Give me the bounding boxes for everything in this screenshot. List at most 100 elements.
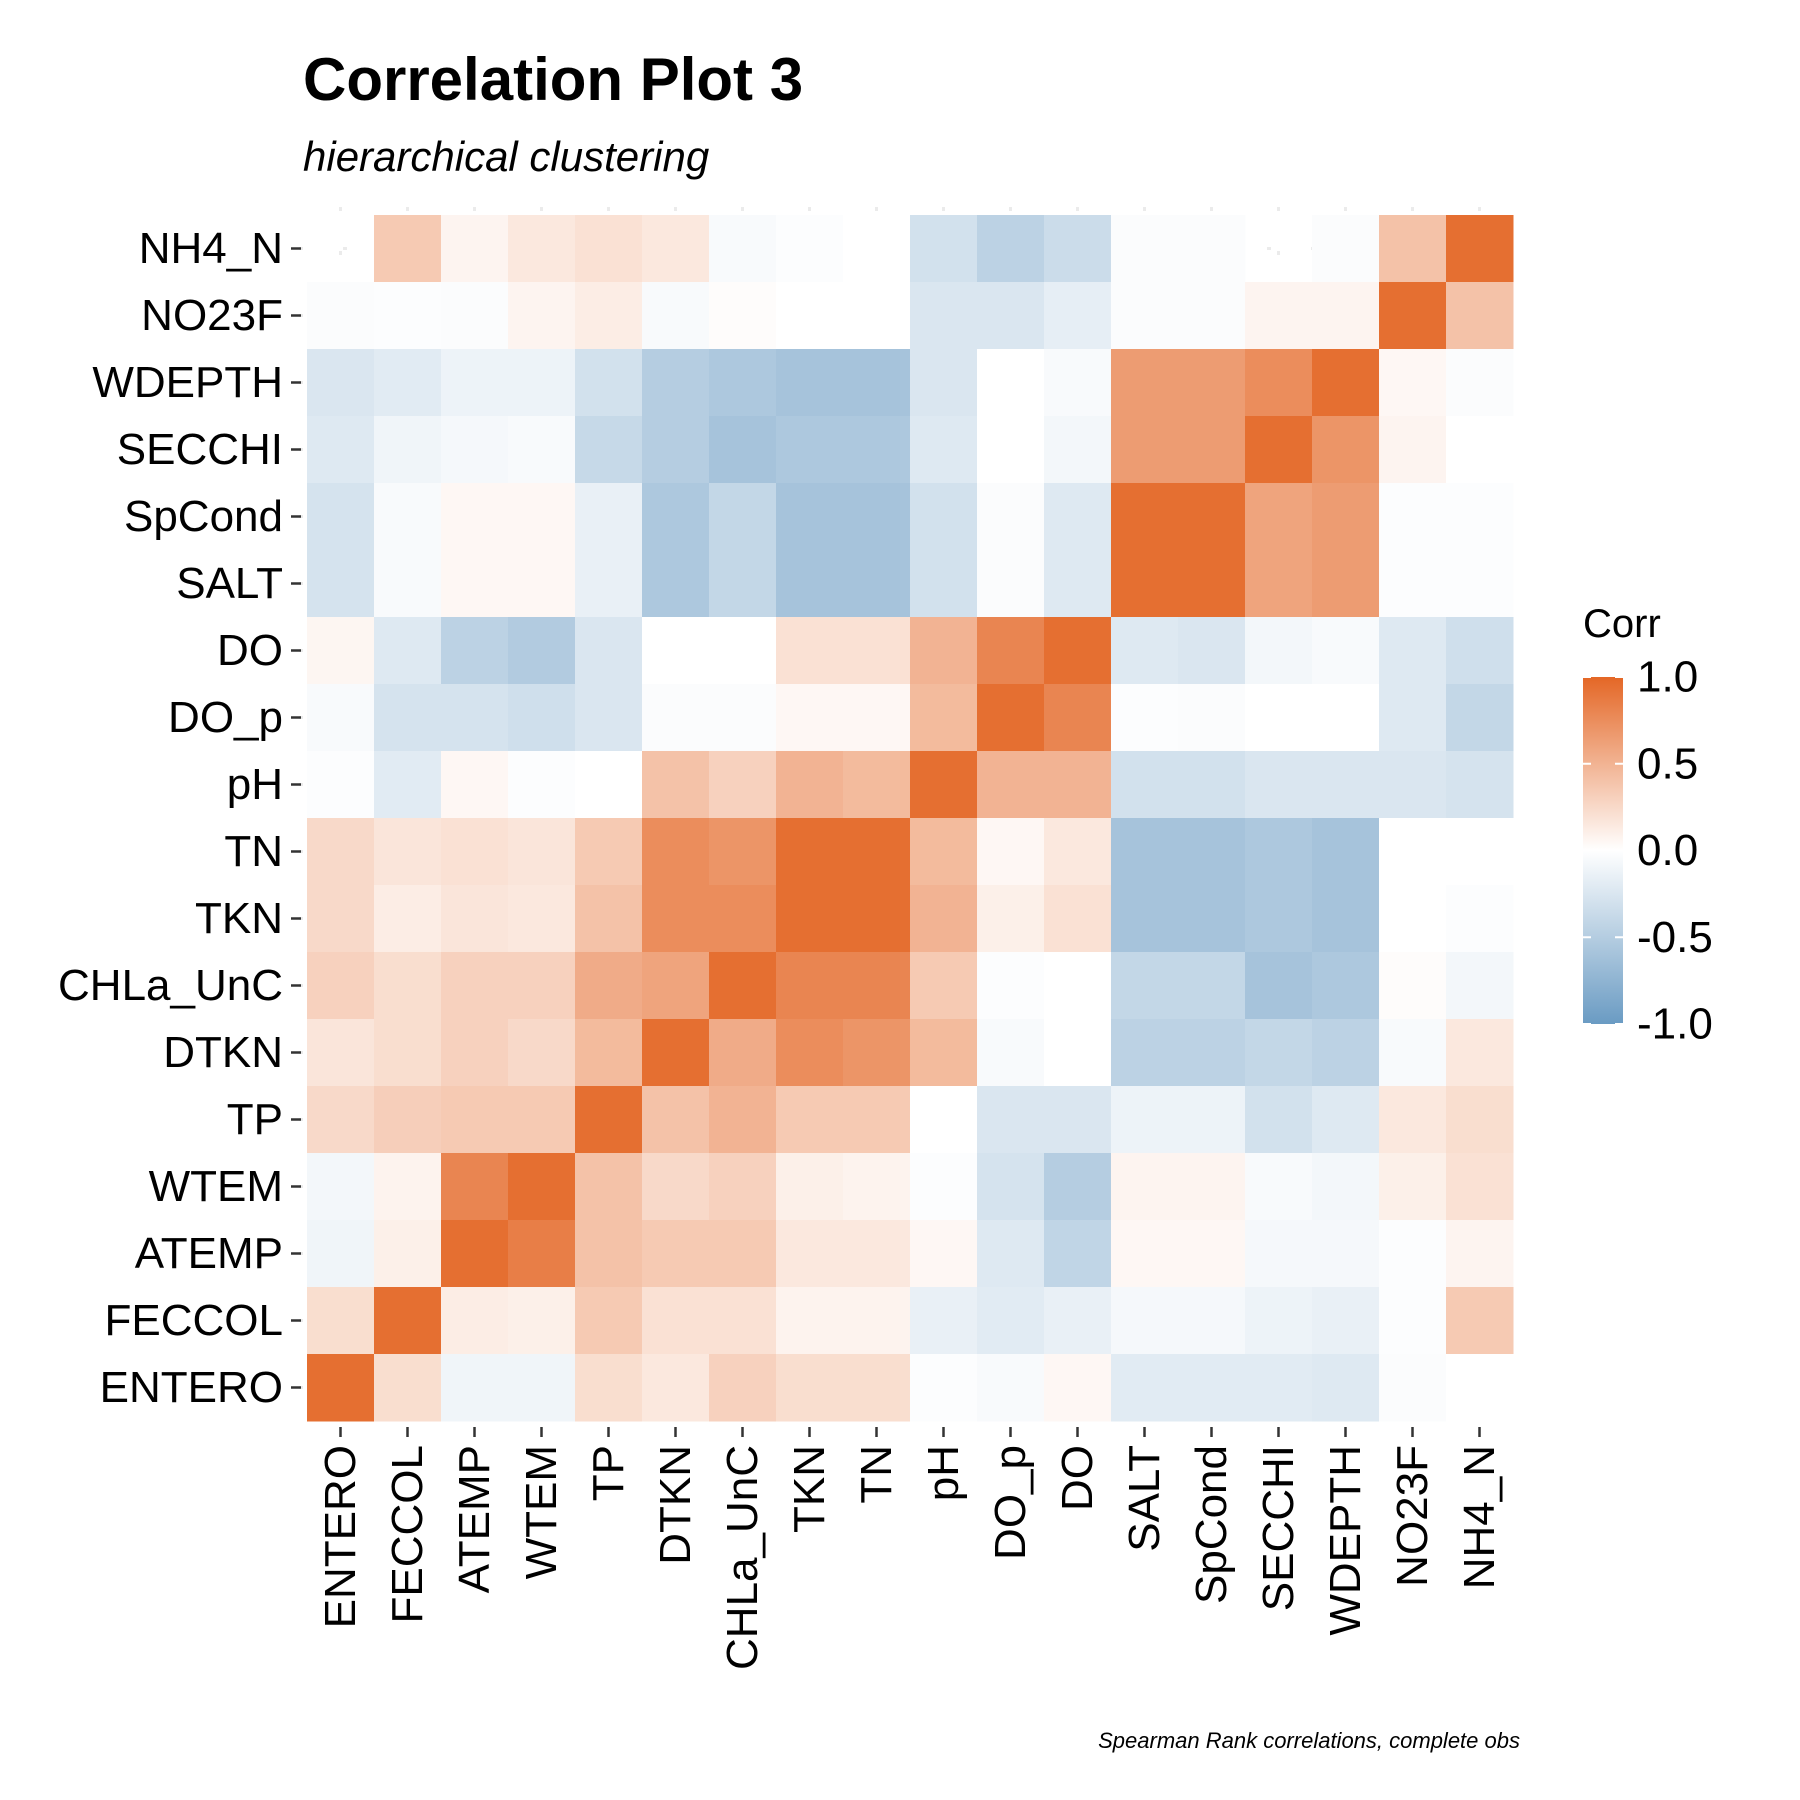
heatmap-cell xyxy=(441,349,509,417)
heatmap-cell xyxy=(1245,952,1313,1020)
heatmap-cell xyxy=(709,1220,777,1288)
heatmap-cell xyxy=(1446,617,1514,685)
heatmap-cell xyxy=(642,952,710,1020)
heatmap-cell xyxy=(508,684,576,752)
heatmap-cell xyxy=(776,550,844,618)
heatmap-cell xyxy=(709,282,777,350)
heatmap-cell xyxy=(441,215,509,283)
heatmap-cell xyxy=(642,885,710,953)
y-tick-label: ATEMP xyxy=(135,1229,283,1278)
heatmap-cell xyxy=(1178,483,1246,551)
heatmap-cell xyxy=(1245,751,1313,819)
heatmap-cell xyxy=(776,416,844,484)
heatmap-cell xyxy=(1245,1287,1313,1355)
heatmap-cell xyxy=(374,483,442,551)
heatmap-cell xyxy=(307,349,375,417)
heatmap-cell xyxy=(910,349,978,417)
heatmap-cell xyxy=(1044,215,1112,283)
heatmap-cell xyxy=(910,1354,978,1422)
heatmap-cell xyxy=(910,818,978,886)
heatmap-cell xyxy=(575,349,643,417)
heatmap-cell xyxy=(307,818,375,886)
heatmap-cell xyxy=(1312,1220,1380,1288)
heatmap-cell xyxy=(1111,483,1179,551)
heatmap-cell xyxy=(977,416,1045,484)
heatmap-cell xyxy=(977,1220,1045,1288)
heatmap-cell xyxy=(508,1153,576,1221)
heatmap-cell xyxy=(642,349,710,417)
heatmap-cell xyxy=(441,1086,509,1154)
heatmap-cell xyxy=(977,885,1045,953)
heatmap-cell xyxy=(1178,550,1246,618)
x-tick-label: TKN xyxy=(785,1445,834,1533)
x-tick-label: DO xyxy=(1053,1445,1102,1511)
heatmap-cell xyxy=(1178,215,1246,283)
y-tick-label: pH xyxy=(227,760,283,809)
heatmap-cell xyxy=(1044,550,1112,618)
heatmap-cell xyxy=(1312,416,1380,484)
heatmap-cell xyxy=(508,416,576,484)
heatmap-cell xyxy=(307,282,375,350)
heatmap-cell xyxy=(374,684,442,752)
heatmap-cell xyxy=(1245,1220,1313,1288)
heatmap-cell xyxy=(910,282,978,350)
heatmap-cell xyxy=(374,952,442,1020)
heatmap-cell xyxy=(1379,1220,1447,1288)
legend-tick-label: -0.5 xyxy=(1637,913,1713,962)
heatmap-cell xyxy=(709,751,777,819)
legend-tick-label: -1.0 xyxy=(1637,1000,1713,1049)
heatmap-cell xyxy=(307,1019,375,1087)
heatmap-cell xyxy=(307,1354,375,1422)
heatmap-cell xyxy=(1245,818,1313,886)
y-tick-label: TP xyxy=(227,1095,283,1144)
heatmap-cell xyxy=(1245,1086,1313,1154)
y-tick-label: NO23F xyxy=(141,291,283,340)
heatmap-cell xyxy=(1178,751,1246,819)
heatmap-cell xyxy=(910,684,978,752)
heatmap-cell xyxy=(1312,349,1380,417)
heatmap-cell xyxy=(843,1220,911,1288)
heatmap-cell xyxy=(1245,617,1313,685)
x-tick-label: SALT xyxy=(1120,1445,1169,1552)
heatmap-cell xyxy=(843,282,911,350)
x-tick-label: DO_p xyxy=(986,1445,1035,1560)
heatmap-cell xyxy=(374,1220,442,1288)
heatmap-cell xyxy=(1446,751,1514,819)
heatmap-cell xyxy=(709,617,777,685)
heatmap-cell xyxy=(508,617,576,685)
heatmap-cell xyxy=(508,1287,576,1355)
heatmap-cell xyxy=(1446,1354,1514,1422)
heatmap-cell xyxy=(1178,684,1246,752)
heatmap-cell xyxy=(1111,617,1179,685)
y-tick-label: WTEM xyxy=(149,1162,283,1211)
x-tick-label: WTEM xyxy=(517,1445,566,1579)
heatmap-cell xyxy=(307,550,375,618)
heatmap-cell xyxy=(1312,885,1380,953)
heatmap-cell xyxy=(1379,952,1447,1020)
heatmap-cell xyxy=(441,416,509,484)
heatmap-cell xyxy=(1044,483,1112,551)
heatmap-cell xyxy=(1245,349,1313,417)
heatmap-cell xyxy=(642,751,710,819)
heatmap-cell xyxy=(709,483,777,551)
heatmap-cell xyxy=(709,684,777,752)
heatmap-cell xyxy=(1245,684,1313,752)
heatmap-cell xyxy=(977,1153,1045,1221)
heatmap-cell xyxy=(1245,483,1313,551)
heatmap-cell xyxy=(1178,1354,1246,1422)
heatmap-cell xyxy=(776,349,844,417)
heatmap-cell xyxy=(910,1086,978,1154)
heatmap-cell xyxy=(642,617,710,685)
heatmap-cell xyxy=(1379,617,1447,685)
heatmap-cell xyxy=(441,1153,509,1221)
heatmap-cell xyxy=(910,1019,978,1087)
heatmap-cell xyxy=(575,550,643,618)
heatmap-cell xyxy=(1312,215,1380,283)
heatmap-cell xyxy=(575,483,643,551)
heatmap-cell xyxy=(575,952,643,1020)
heatmap-cell xyxy=(374,1086,442,1154)
heatmap-cell xyxy=(977,1354,1045,1422)
heatmap-cell xyxy=(977,550,1045,618)
heatmap-cell xyxy=(1044,684,1112,752)
heatmap-cell xyxy=(1446,952,1514,1020)
